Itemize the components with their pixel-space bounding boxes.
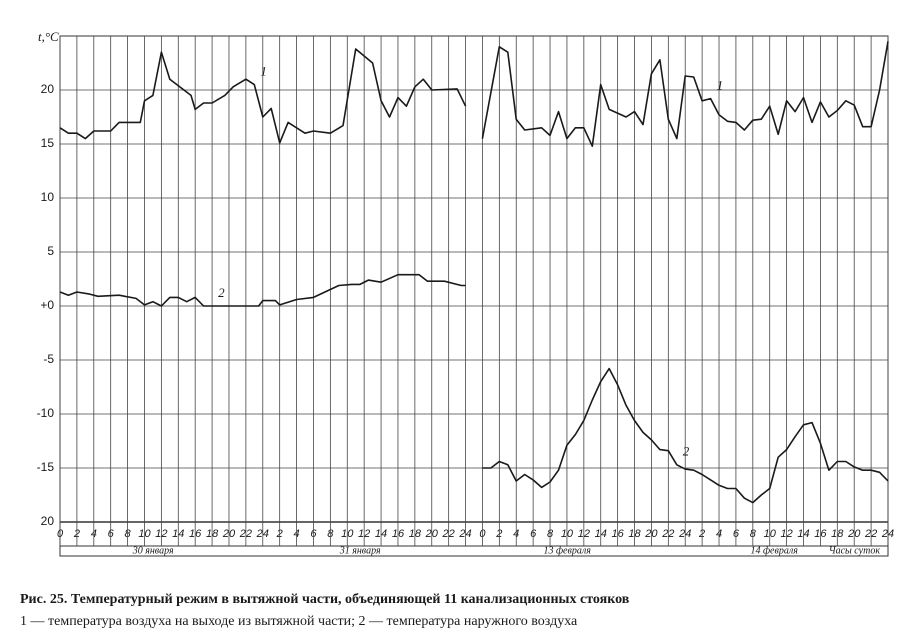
x-tick-label: 18 [409, 528, 422, 540]
x-tick-label: 24 [881, 528, 894, 540]
series-label: 1 [260, 64, 267, 79]
x-tick-label: 8 [750, 528, 757, 540]
day-label: 14 февраля [750, 545, 798, 556]
x-tick-label: 10 [764, 528, 777, 540]
x-tick-label: 22 [661, 528, 674, 540]
y-tick-label: -5 [43, 352, 54, 366]
series-label: 2 [218, 285, 225, 300]
y-tick-label: 20 [41, 514, 55, 528]
x-tick-label: 6 [108, 528, 115, 540]
y-tick-label: +0 [40, 298, 54, 312]
x-tick-label: 10 [561, 528, 574, 540]
x-tick-label: 18 [206, 528, 219, 540]
x-tick-label: 16 [612, 528, 625, 540]
x-tick-label: 16 [189, 528, 202, 540]
x-tick-label: 10 [341, 528, 354, 540]
x-tick-label: 24 [256, 528, 269, 540]
y-tick-label: 5 [47, 244, 54, 258]
y-tick-label: -10 [37, 406, 55, 420]
day-label: 31 января [339, 545, 381, 556]
day-label: 30 января [132, 545, 174, 556]
x-tick-label: 22 [442, 528, 455, 540]
day-label: 13 февраля [543, 545, 591, 556]
x-tick-label: 18 [831, 528, 844, 540]
caption: Рис. 25. Температурный режим в вытяжной … [20, 592, 630, 607]
x-tick-label: 2 [73, 528, 80, 540]
y-axis-label: t,°C [38, 29, 59, 44]
x-tick-label: 24 [678, 528, 691, 540]
y-tick-label: -15 [37, 460, 55, 474]
y-tick-label: 20 [41, 82, 55, 96]
x-tick-label: 22 [239, 528, 252, 540]
x-tick-label: 6 [310, 528, 317, 540]
x-tick-label: 24 [458, 528, 471, 540]
x-tick-label: 6 [530, 528, 537, 540]
x-tick-label: 0 [57, 528, 64, 540]
x-tick-label: 22 [864, 528, 877, 540]
x-tick-label: 8 [327, 528, 334, 540]
x-tick-label: 2 [495, 528, 502, 540]
x-tick-label: 18 [628, 528, 641, 540]
y-tick-label: 10 [41, 190, 55, 204]
x-tick-label: 8 [547, 528, 554, 540]
x-tick-label: 16 [392, 528, 405, 540]
x-tick-label: 2 [698, 528, 705, 540]
x-tick-label: 2 [276, 528, 283, 540]
series-label: 1 [717, 78, 724, 93]
x-tick-label: 10 [138, 528, 151, 540]
y-tick-label: 15 [41, 136, 55, 150]
x-tick-label: 8 [125, 528, 132, 540]
x-tick-label: 0 [479, 528, 486, 540]
x-tick-label: 16 [814, 528, 827, 540]
x-axis-label: Часы суток [829, 545, 881, 556]
series-line [59, 273, 889, 504]
x-tick-label: 6 [733, 528, 740, 540]
series-label: 2 [683, 444, 690, 459]
caption-legend: 1 — температура воздуха на выходе из выт… [20, 614, 578, 629]
series-line [59, 41, 889, 147]
